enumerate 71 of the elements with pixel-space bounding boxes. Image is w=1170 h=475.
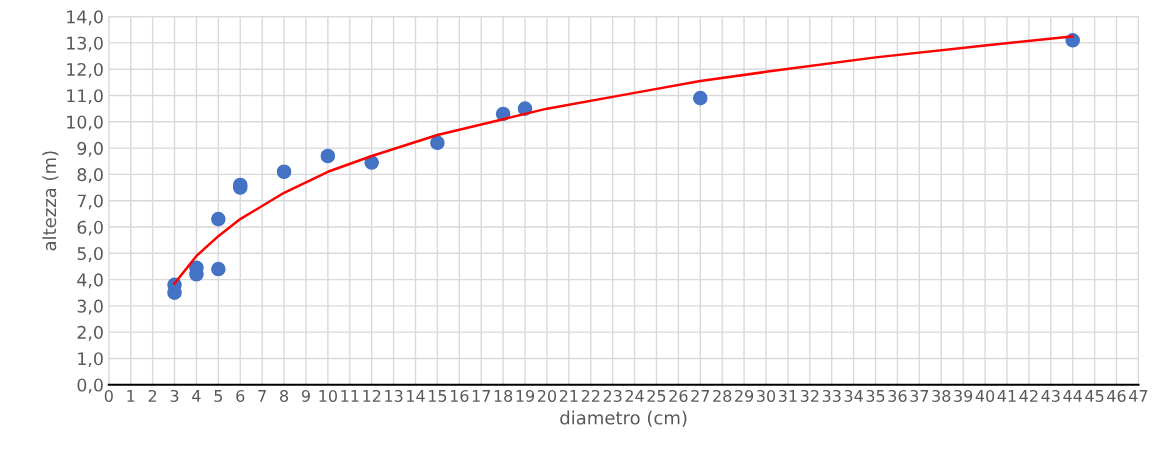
- x-tick-label: 30: [757, 389, 776, 402]
- x-tick-label: 35: [866, 389, 885, 402]
- x-tick-label: 22: [581, 389, 600, 402]
- x-tick-label: 19: [516, 389, 535, 402]
- point: [211, 261, 226, 277]
- x-tick-label: 44: [1063, 390, 1082, 402]
- y-tick-label: 14,0: [67, 10, 103, 26]
- x-tick-label: 6: [236, 389, 245, 402]
- x-tick-label: 21: [559, 389, 578, 402]
- point: [692, 90, 708, 106]
- y-tick-label: 6,0: [77, 220, 103, 236]
- x-tick-label: 32: [800, 389, 819, 402]
- y-tick-label: 1,0: [78, 352, 103, 368]
- x-tick-label: 45: [1085, 390, 1104, 402]
- x-tick-label: 25: [647, 389, 666, 402]
- x-tick-label: 17: [472, 390, 491, 402]
- x-tick-label: 33: [822, 389, 841, 402]
- x-tick-label: 12: [363, 389, 381, 402]
- x-tick-label: 10: [319, 389, 337, 402]
- x-tick-label: 39: [954, 389, 973, 402]
- x-tick-label: 27: [691, 389, 710, 402]
- x-tick-label: 18: [494, 389, 513, 402]
- x-tick-label: 29: [735, 389, 754, 402]
- point: [211, 211, 226, 227]
- point: [276, 164, 292, 180]
- x-tick-label: 3: [170, 389, 179, 402]
- y-tick-label: 2,0: [77, 325, 103, 341]
- y-tick-label: 12,0: [67, 62, 103, 78]
- x-tick-label: 15: [429, 390, 447, 402]
- x-tick-label: 31: [778, 389, 797, 402]
- y-tick-label: 4,0: [77, 273, 103, 289]
- y-tick-label: 10,0: [67, 115, 103, 131]
- y-axis-title: altezza (m): [42, 151, 59, 251]
- x-tick-label: 47: [1129, 390, 1148, 402]
- x-tick-label: 0: [104, 389, 113, 402]
- x-tick-label: 14: [407, 390, 425, 402]
- y-tick-label: 0,0: [77, 378, 103, 394]
- x-tick-label: 5: [214, 390, 223, 402]
- x-tick-label: 28: [713, 389, 732, 402]
- x-tick-label: 7: [258, 390, 266, 402]
- x-tick-label: 37: [910, 389, 929, 402]
- x-tick-label: 13: [385, 389, 403, 402]
- x-tick-label: 36: [888, 389, 907, 402]
- x-tick-label: 20: [537, 389, 557, 402]
- y-tick-label: 11,0: [67, 89, 103, 105]
- x-tick-label: 11: [341, 390, 359, 402]
- x-tick-label: 26: [669, 389, 688, 402]
- x-tick-label: 41: [997, 390, 1016, 402]
- y-tick-label: 7,0: [77, 194, 103, 210]
- y-tick-label: 13,0: [67, 36, 103, 52]
- x-tick-label: 1: [127, 390, 135, 402]
- point: [320, 148, 336, 164]
- x-axis-title: diametro (cm): [560, 410, 687, 427]
- x-tick-label: 16: [450, 389, 469, 402]
- x-tick-label: 40: [975, 389, 995, 402]
- point: [430, 135, 445, 151]
- x-tick-label: 38: [932, 389, 951, 402]
- x-tick-label: 8: [280, 389, 289, 402]
- x-tick-label: 46: [1107, 389, 1126, 402]
- y-tick-label: 3,0: [77, 299, 103, 315]
- x-tick-label: 24: [625, 389, 644, 402]
- x-tick-label: 23: [603, 389, 622, 402]
- y-tick-label: 9,0: [77, 141, 103, 157]
- x-tick-label: 9: [301, 389, 310, 402]
- x-tick-label: 4: [192, 390, 201, 402]
- y-tick-label: 8,0: [77, 168, 103, 184]
- x-tick-label: 43: [1041, 389, 1060, 402]
- y-tick-label: 5,0: [77, 246, 103, 262]
- x-tick-label: 2: [148, 389, 157, 402]
- x-tick-label: 34: [844, 389, 863, 402]
- x-tick-label: 42: [1019, 389, 1038, 402]
